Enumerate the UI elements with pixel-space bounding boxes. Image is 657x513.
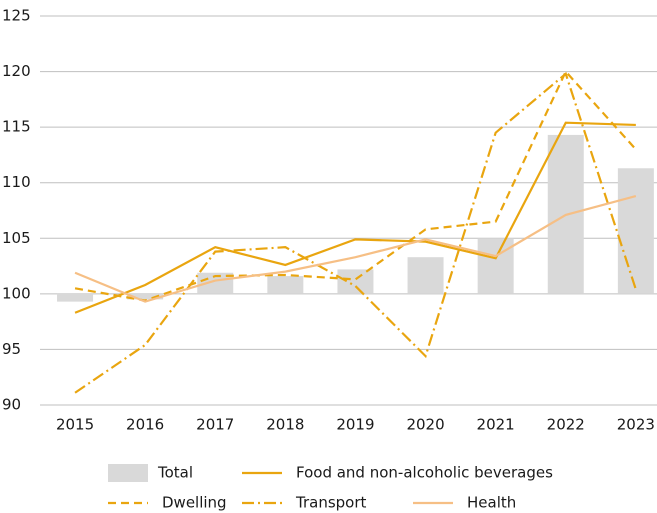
legend-swatch: [108, 464, 148, 482]
bar: [477, 238, 514, 294]
bar: [617, 168, 654, 294]
y-tick-label: 90: [2, 396, 21, 414]
line-series: [74, 121, 636, 314]
y-tick-label: 105: [2, 229, 31, 247]
legend-label: Dwelling: [162, 494, 227, 512]
x-tick-label: 2020: [406, 416, 444, 434]
bar: [127, 293, 164, 300]
legend-label: Health: [467, 494, 516, 512]
line-series: [74, 194, 637, 303]
bar: [57, 293, 94, 302]
x-tick-label: 2018: [266, 416, 304, 434]
x-tick-label: 2015: [56, 416, 94, 434]
x-tick-label: 2019: [336, 416, 374, 434]
y-tick-label: 110: [2, 173, 31, 191]
y-tick-label: 95: [2, 340, 21, 358]
legend-label: Total: [157, 464, 193, 482]
x-tick-label: 2023: [617, 416, 655, 434]
x-tick-label: 2022: [547, 416, 585, 434]
bar: [197, 272, 234, 294]
y-tick-label: 125: [2, 7, 31, 25]
line-series: [74, 71, 637, 394]
y-tick-label: 115: [2, 118, 31, 136]
x-tick-label: 2021: [477, 416, 515, 434]
bar: [267, 276, 304, 294]
x-tick-label: 2016: [126, 416, 164, 434]
bar: [337, 269, 374, 294]
legend-label: Transport: [295, 494, 367, 512]
legend-label: Food and non-alcoholic beverages: [296, 464, 553, 482]
x-tick-label: 2017: [196, 416, 234, 434]
y-tick-label: 100: [2, 284, 31, 302]
line-series: [74, 69, 637, 302]
bar: [407, 257, 444, 294]
y-tick-label: 120: [2, 62, 31, 80]
